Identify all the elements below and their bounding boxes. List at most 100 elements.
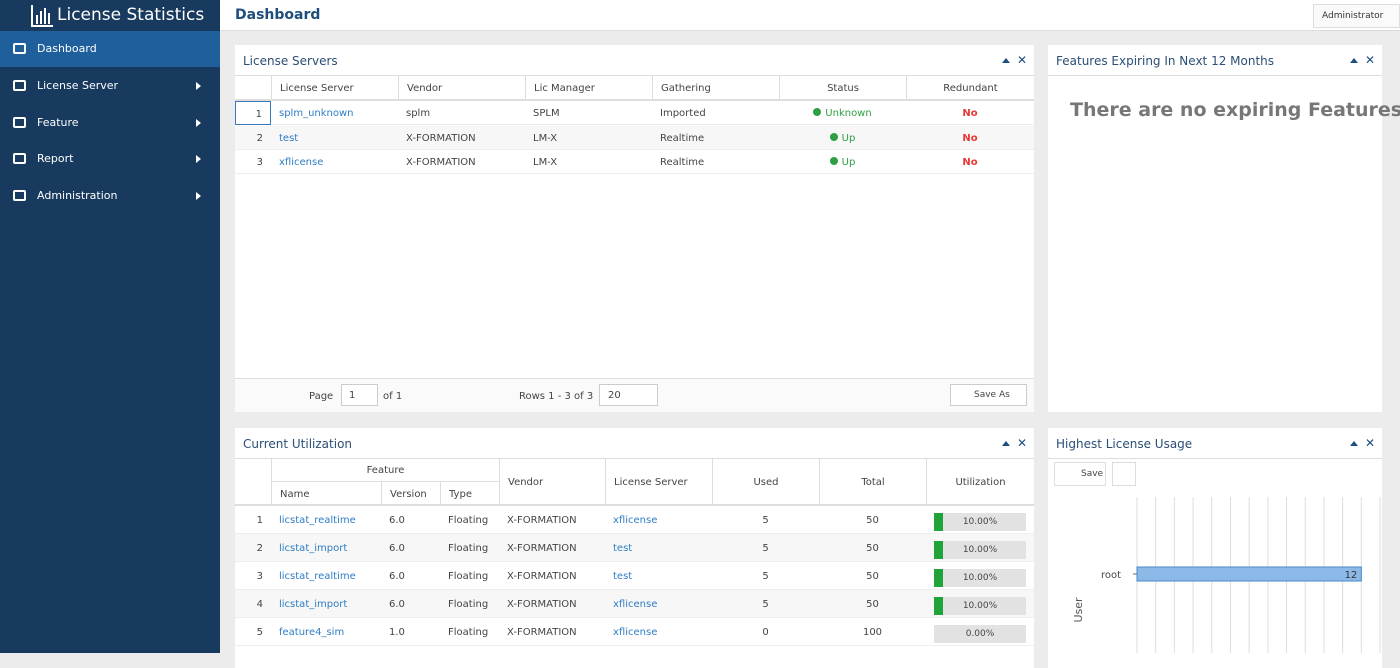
- table-cell: 5: [762, 571, 769, 582]
- page-input[interactable]: 1: [341, 384, 378, 406]
- user-menu[interactable]: Administrator: [1313, 4, 1400, 28]
- collapse-button[interactable]: [1002, 58, 1010, 63]
- collapse-button[interactable]: [1002, 441, 1010, 446]
- table-row[interactable]: [235, 562, 1034, 590]
- table-row[interactable]: [235, 125, 1034, 150]
- close-button[interactable]: ✕: [1017, 53, 1028, 67]
- close-button[interactable]: ✕: [1365, 436, 1376, 450]
- utilization-track: [934, 541, 1026, 559]
- column-header[interactable]: Redundant: [906, 76, 1034, 101]
- feature-link[interactable]: licstat_import: [279, 599, 348, 610]
- table-cell: 50: [866, 543, 879, 554]
- menu-item[interactable]: [0, 105, 220, 141]
- table-cell: X-FORMATION: [507, 571, 577, 582]
- column-header[interactable]: Name: [271, 482, 381, 506]
- table-cell: LM-X: [525, 126, 652, 150]
- feature-link[interactable]: test: [613, 543, 633, 554]
- save-as[interactable]: Save As: [950, 384, 1027, 406]
- row-number: 2: [235, 126, 271, 150]
- row-number: 1: [235, 101, 271, 125]
- close-button[interactable]: ✕: [1017, 436, 1028, 450]
- table-cell: test: [271, 126, 398, 150]
- feature-link[interactable]: licstat_realtime: [279, 571, 356, 582]
- cell-text: Imported: [660, 108, 706, 119]
- table-cell: 6.0: [389, 599, 405, 610]
- panel: License Servers ✕ License Server Vendor Lic …: [235, 45, 1034, 412]
- column-header[interactable]: Lic Manager: [525, 76, 652, 101]
- refresh-button[interactable]: [1112, 462, 1136, 486]
- table-cell: X-FORMATION: [398, 150, 525, 174]
- column-header[interactable]: License Server: [271, 76, 398, 101]
- server-link[interactable]: xflicense: [279, 157, 324, 168]
- menu-icon: [13, 79, 26, 91]
- table-cell: Up: [779, 126, 906, 150]
- table-row[interactable]: [235, 590, 1034, 618]
- utilization-track: [934, 513, 1026, 531]
- server-link[interactable]: splm_unknown: [279, 108, 354, 119]
- table-cell: X-FORMATION: [507, 599, 577, 610]
- table-cell: 6.0: [389, 515, 405, 526]
- panel-header: [1048, 45, 1382, 76]
- column-header[interactable]: Gathering: [652, 76, 779, 101]
- table-cell: xflicense: [271, 150, 398, 174]
- table-row[interactable]: [235, 101, 1034, 125]
- cell-text: splm: [406, 108, 431, 119]
- column-header[interactable]: Version: [381, 482, 440, 506]
- save-button[interactable]: Save: [1054, 462, 1106, 486]
- menu-item[interactable]: [0, 31, 220, 67]
- table-row[interactable]: [235, 150, 1034, 174]
- table-row[interactable]: [235, 534, 1034, 562]
- page-size[interactable]: 20: [599, 384, 658, 406]
- menu-item[interactable]: [0, 141, 220, 177]
- header-bar: [220, 0, 1400, 31]
- table-cell: 3: [256, 571, 263, 582]
- table-cell: Up: [779, 150, 906, 174]
- table-cell: 50: [866, 571, 879, 582]
- feature-link[interactable]: feature4_sim: [279, 627, 345, 638]
- table-cell: Floating: [448, 515, 489, 526]
- column-header[interactable]: Utilization: [926, 458, 1034, 506]
- collapse-button[interactable]: [1350, 58, 1358, 63]
- cell-text: LM-X: [533, 132, 558, 144]
- table-cell: 50: [866, 599, 879, 610]
- utilization-bar: [934, 513, 944, 531]
- column-header[interactable]: License Server: [605, 458, 712, 506]
- logo-icon: [31, 5, 53, 27]
- panel-title: License Servers: [243, 54, 338, 68]
- table-row[interactable]: [235, 506, 1034, 534]
- server-link[interactable]: test: [279, 132, 299, 144]
- panel-title: Features Expiring In Next 12 Months: [1056, 54, 1275, 68]
- column-header[interactable]: Vendor: [398, 76, 525, 101]
- cell-text: No: [962, 132, 978, 144]
- feature-link[interactable]: xflicense: [613, 515, 658, 526]
- column-header[interactable]: Used: [712, 458, 819, 506]
- feature-link[interactable]: licstat_import: [279, 543, 348, 554]
- menu-label: Report: [37, 152, 74, 166]
- menu-arrow: [196, 118, 201, 127]
- data-label: 12: [1345, 570, 1358, 581]
- collapse-button[interactable]: [1350, 441, 1358, 446]
- column-header[interactable]: Total: [819, 458, 926, 506]
- table-cell: X-FORMATION: [507, 515, 577, 526]
- cell-text: No: [962, 157, 978, 168]
- column-header[interactable]: Status: [779, 76, 906, 101]
- table-cell: SPLM: [525, 101, 652, 125]
- table-cell: Realtime: [652, 150, 779, 174]
- utilization-label: 10.00%: [962, 601, 998, 611]
- column-header[interactable]: Type: [440, 482, 499, 506]
- column-header[interactable]: Vendor: [499, 458, 605, 506]
- table-cell: splm_unknown: [271, 101, 398, 125]
- table-cell: No: [906, 126, 1034, 150]
- feature-link[interactable]: xflicense: [613, 627, 658, 638]
- table-cell: 2: [256, 543, 263, 554]
- close-button[interactable]: ✕: [1365, 53, 1376, 67]
- table-cell: 5: [762, 543, 769, 554]
- feature-link[interactable]: xflicense: [613, 599, 658, 610]
- table-cell: Imported: [652, 101, 779, 125]
- feature-link[interactable]: test: [613, 571, 633, 582]
- menu-arrow: [196, 155, 201, 164]
- table-row[interactable]: [235, 618, 1034, 646]
- table-cell: 1: [256, 515, 263, 526]
- feature-link[interactable]: licstat_realtime: [279, 515, 356, 526]
